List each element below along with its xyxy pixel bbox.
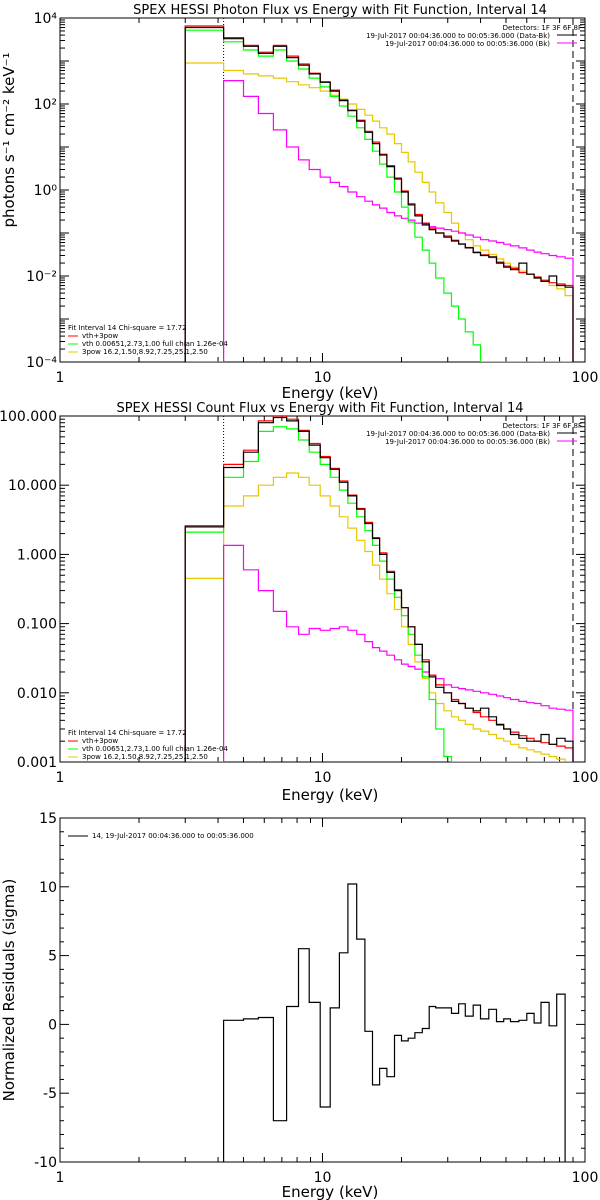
plot-frame (59, 817, 586, 1163)
detectors-label: Detectors: 1F 3F 6F 8F (503, 24, 582, 32)
series-line-1 (184, 25, 574, 362)
legend-entry: 3pow 16.2,1.50,8.92,7.25,25.1,2.50 (82, 348, 208, 356)
detectors-label: Detectors: 1F 3F 6F 8F (503, 422, 582, 430)
y-tick-label: 0.100 (17, 617, 57, 633)
y-tick-label: 0.010 (17, 686, 57, 702)
series-line-0 (184, 416, 574, 762)
photon-flux-title: SPEX HESSI Photon Flux vs Energy with Fi… (133, 3, 547, 18)
data-series-group (184, 416, 574, 762)
y-tick-label: 1.000 (17, 547, 57, 563)
count-flux-xlabel: Energy (keV) (282, 786, 379, 804)
y-tick-label: 15 (39, 811, 57, 827)
x-tick-label: 10 (314, 770, 332, 786)
y-tick-label: -10 (34, 1155, 57, 1171)
x-tick-label: 100 (572, 370, 599, 386)
legend-entry: 14, 19-Jul-2017 00:04:36.000 to 00:05:36… (92, 832, 254, 840)
time-label-data: 19-Jul-2017 00:04:36.000 to 00:05:36.000… (366, 430, 550, 438)
fit-header: Fit Interval 14 Chi-square = 17.72 (68, 729, 187, 737)
series-line-3 (184, 472, 573, 762)
y-tick-label: 10⁰ (34, 183, 58, 199)
count-flux-panel: SPEX HESSI Count Flux vs Energy with Fit… (0, 401, 598, 804)
photon-flux-xlabel: Energy (keV) (282, 384, 379, 402)
legend-entry: 3pow 16.2,1.50,8.92,7.25,25.1,2.50 (82, 753, 208, 761)
residuals-ylabel: Normalized Residuals (sigma) (0, 879, 18, 1102)
time-label-data: 19-Jul-2017 00:04:36.000 to 00:05:36.000… (366, 32, 550, 40)
fit-header: Fit Interval 14 Chi-square = 17.72 (68, 324, 187, 332)
y-tick-label: 10⁴ (34, 11, 58, 27)
y-tick-label: 10² (34, 97, 57, 113)
x-tick-label: 1 (56, 370, 65, 386)
series-line-2 (184, 426, 573, 762)
x-tick-label: 1 (56, 1170, 65, 1186)
legend-entry: vth 0.00651,2.73,1.00 full chian 1.26e-0… (82, 340, 228, 348)
x-tick-label: 100 (572, 770, 599, 786)
residuals-xlabel: Energy (keV) (282, 1183, 379, 1200)
y-tick-label: 10 (39, 880, 57, 896)
series-line-0 (184, 26, 574, 362)
x-tick-label: 100 (572, 1170, 599, 1186)
y-tick-label: 10⁻⁴ (26, 355, 57, 371)
time-label-bk: 19-Jul-2017 00:04:36.000 to 00:05:36.000… (385, 40, 550, 48)
y-tick-label: 0 (48, 1017, 57, 1033)
photon-flux-ylabel: photons s⁻¹ cm⁻² keV⁻¹ (0, 53, 18, 228)
photon-flux-panel: SPEX HESSI Photon Flux vs Energy with Fi… (0, 3, 598, 402)
y-tick-label: 10.000 (8, 478, 57, 494)
y-tick-label: 5 (48, 949, 57, 965)
legend-entry: vth+3pow (82, 737, 118, 745)
y-tick-label: 100.000 (0, 409, 57, 425)
data-series-group (184, 25, 574, 362)
residuals-panel: Energy (keV) Normalized Residuals (sigma… (0, 811, 598, 1200)
count-flux-title: SPEX HESSI Count Flux vs Energy with Fit… (116, 401, 523, 416)
plot-frame (59, 17, 586, 363)
x-tick-label: 10 (314, 370, 332, 386)
y-tick-label: -5 (43, 1086, 57, 1102)
series-line-3 (184, 62, 574, 362)
time-label-bk: 19-Jul-2017 00:04:36.000 to 00:05:36.000… (385, 438, 550, 446)
series-line-2 (184, 29, 573, 362)
y-tick-label: 0.001 (17, 755, 57, 771)
series-line-0 (223, 883, 566, 1162)
legend-entry: vth+3pow (82, 332, 118, 340)
plot-frame (59, 415, 586, 763)
data-series-group (223, 883, 566, 1162)
y-tick-label: 10⁻² (26, 269, 57, 285)
x-tick-label: 10 (314, 1170, 332, 1186)
legend-entry: vth 0.00651,2.73,1.00 full chian 1.26e-0… (82, 745, 228, 753)
x-tick-label: 1 (56, 770, 65, 786)
